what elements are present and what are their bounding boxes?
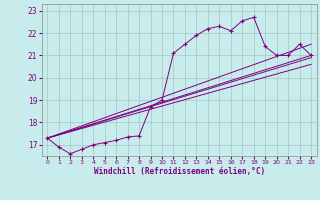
X-axis label: Windchill (Refroidissement éolien,°C): Windchill (Refroidissement éolien,°C) <box>94 167 265 176</box>
